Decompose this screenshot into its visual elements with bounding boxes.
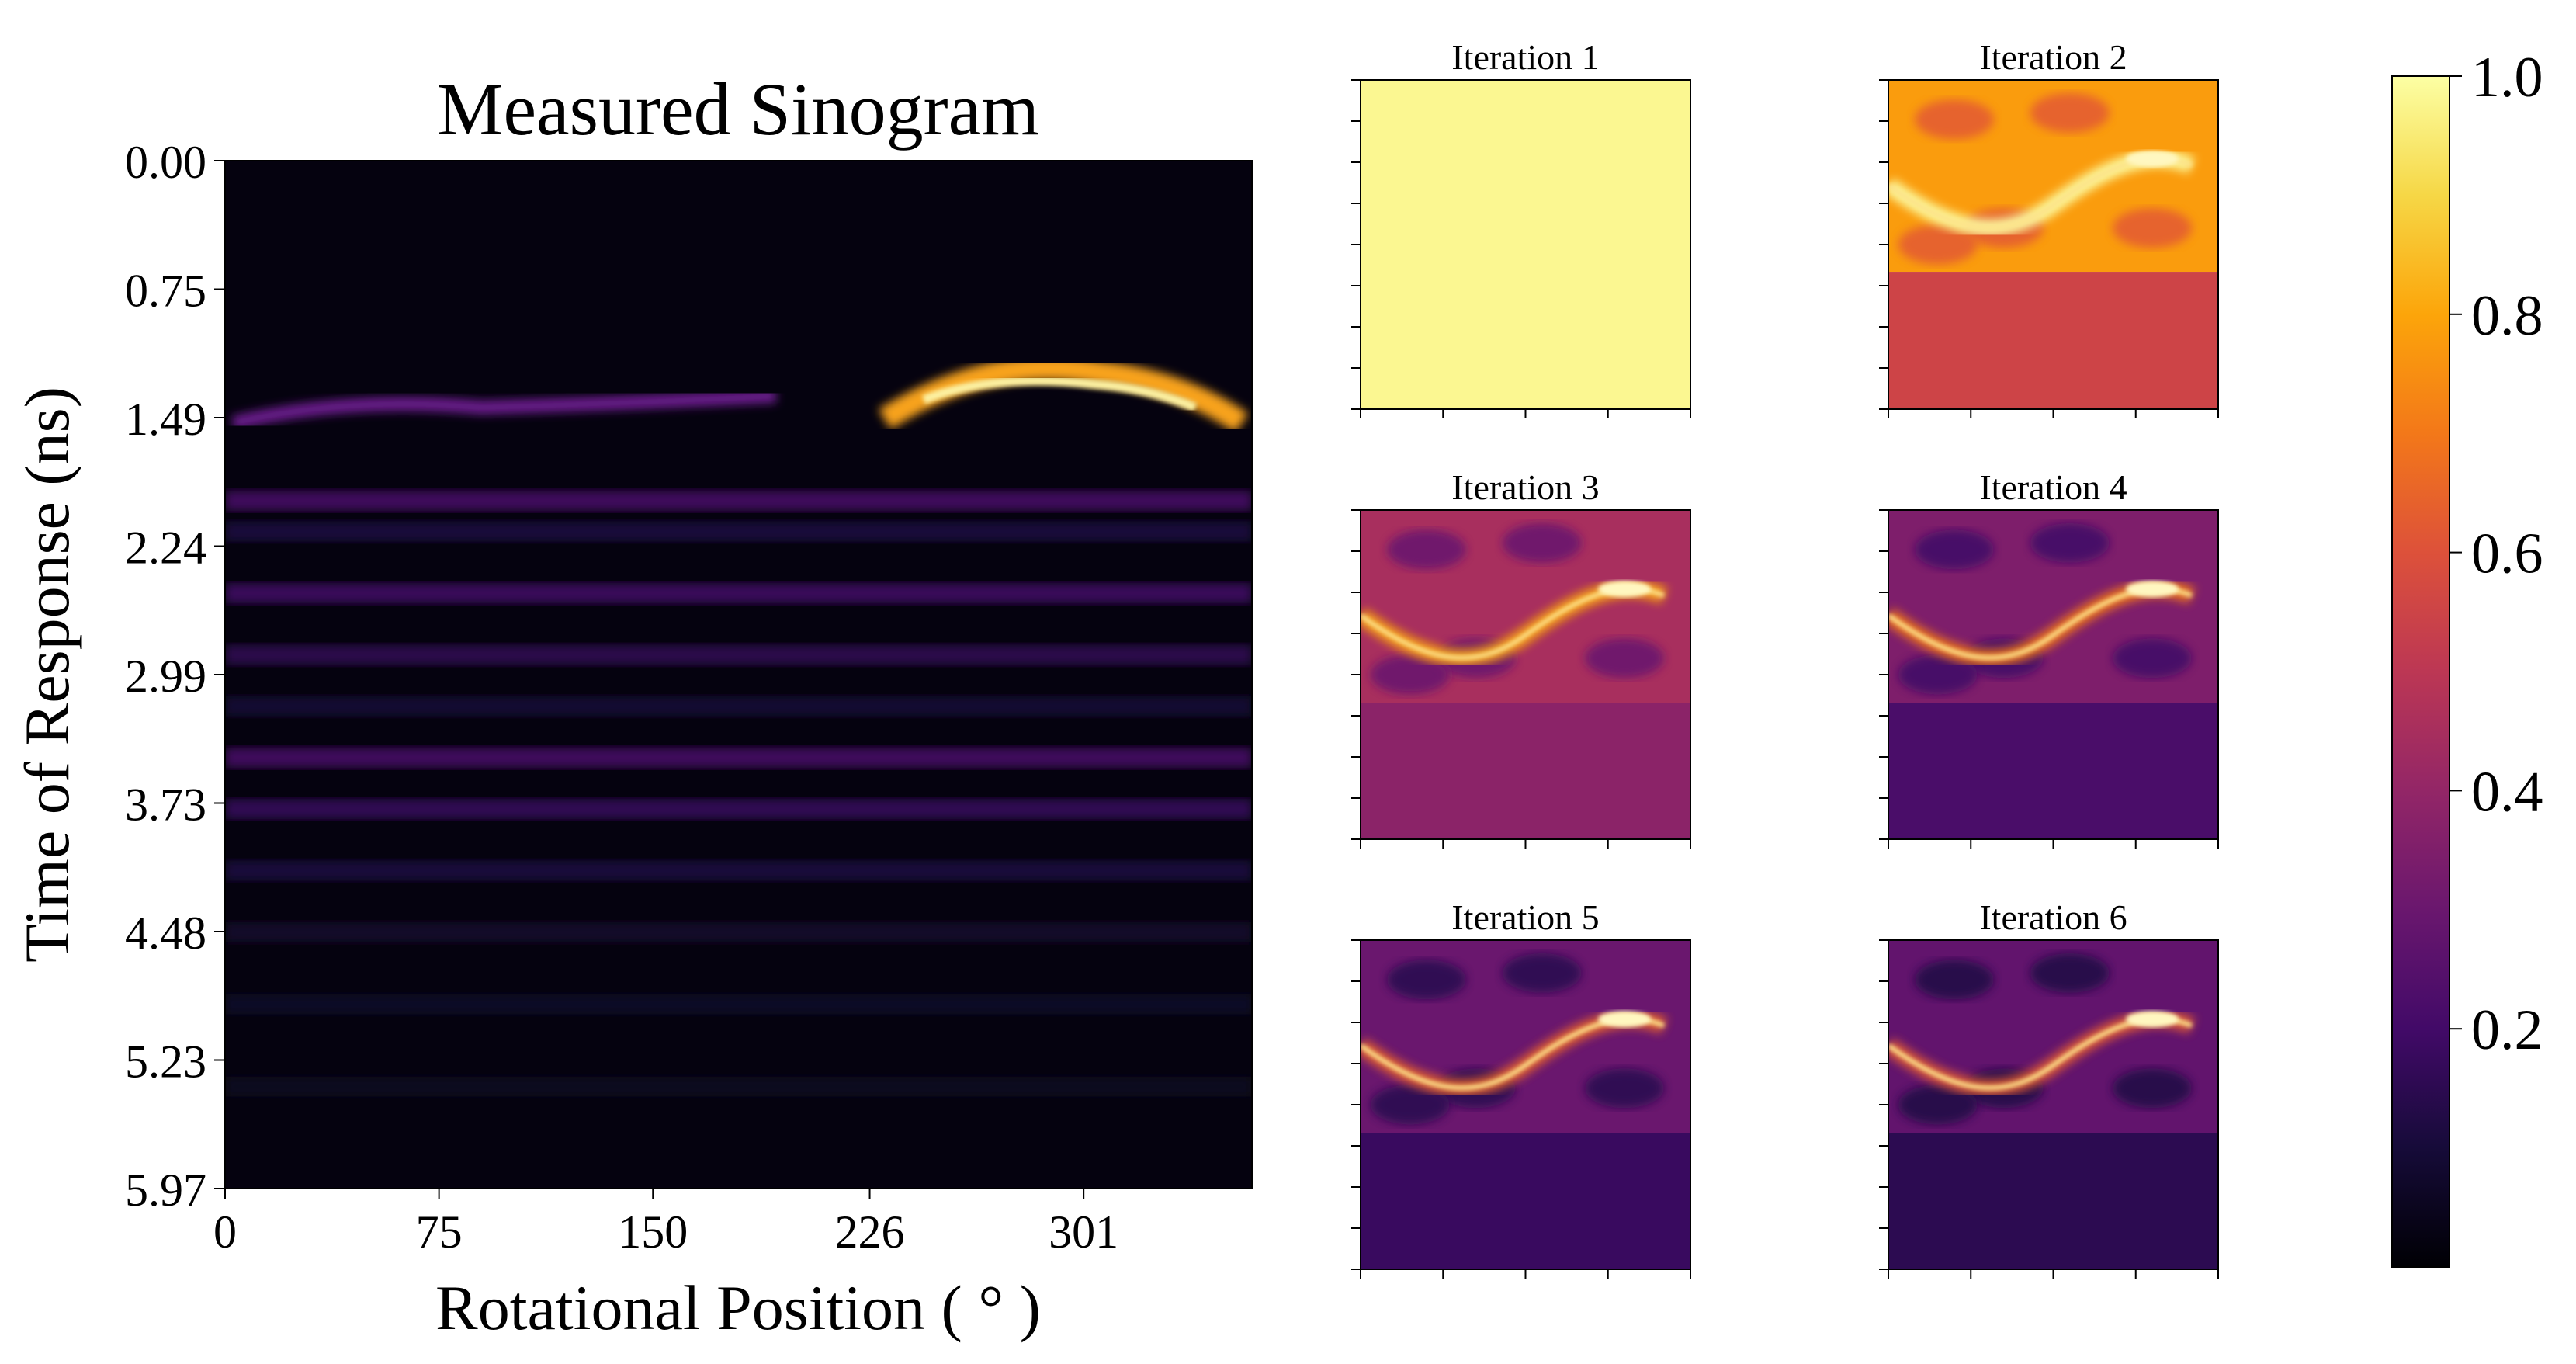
iteration-panel: Iteration 4	[1879, 467, 2219, 849]
iteration-dark-blob	[1370, 1085, 1450, 1125]
iteration-panel: Iteration 5	[1351, 897, 1691, 1279]
sinogram-band	[225, 696, 1252, 717]
iteration-dark-blob	[1585, 1068, 1664, 1109]
iteration-title: Iteration 5	[1451, 897, 1599, 937]
iteration-panel: Iteration 3	[1351, 467, 1691, 849]
iteration-lower-region	[1361, 703, 1690, 839]
sinogram-background	[225, 161, 1252, 1189]
iteration-dark-blob	[1915, 960, 1994, 1000]
colorbar: 0.2 0.4 0.6 0.8 1.0	[2391, 46, 2543, 1268]
iteration-title: Iteration 6	[1979, 897, 2127, 937]
sinogram-band	[225, 922, 1252, 942]
iteration-hotspot	[2126, 1011, 2179, 1028]
iteration-lower-region	[1361, 1133, 1690, 1269]
y-tick-label: 4.48	[125, 908, 206, 959]
iteration-dark-blob	[2030, 522, 2110, 563]
colorbar-tick-label: 0.6	[2471, 522, 2543, 586]
iteration-dark-blob	[1898, 224, 1978, 265]
x-tick-label: 75	[416, 1206, 463, 1258]
iteration-dark-blob	[1387, 960, 1466, 1000]
iteration-image	[1361, 510, 1690, 839]
iteration-lower-region	[1888, 1133, 2218, 1269]
y-tick-label: 2.24	[125, 522, 206, 574]
iteration-dark-blob	[1915, 529, 1994, 570]
iteration-panel: Iteration 2	[1879, 37, 2219, 418]
sinogram-bright-arc-core	[921, 376, 1198, 412]
sinogram-image	[225, 161, 1252, 1189]
iteration-panel: Iteration 6	[1879, 897, 2219, 1279]
iteration-lower-region	[1888, 272, 2218, 409]
iteration-dark-blob	[2113, 208, 2192, 248]
sinogram-band	[225, 1076, 1252, 1097]
colorbar-tick-label: 1.0	[2471, 46, 2543, 109]
colorbar-tick-label: 0.4	[2471, 760, 2543, 824]
iteration-panels: Iteration 1 Iteration 2 Iteration 3 Iterati…	[1351, 37, 2219, 1279]
sinogram-band	[225, 747, 1252, 768]
x-tick-label: 0	[213, 1206, 237, 1258]
colorbar-tick-label: 0.8	[2471, 284, 2543, 348]
iteration-lower-region	[1888, 703, 2218, 839]
colorbar-ticks: 0.2 0.4 0.6 0.8 1.0	[2449, 46, 2543, 1062]
iteration-dark-blob	[2113, 638, 2192, 679]
iteration-dark-blob	[1898, 1085, 1978, 1125]
iteration-dark-blob	[2113, 1068, 2192, 1109]
iteration-dark-blob	[1502, 953, 1582, 993]
iteration-hotspot	[2126, 581, 2179, 598]
iteration-dark-blob	[2030, 92, 2110, 133]
sinogram-band	[225, 860, 1252, 881]
x-tick-label: 150	[618, 1206, 688, 1258]
iteration-image	[1361, 940, 1690, 1269]
iteration-title: Iteration 1	[1451, 37, 1599, 77]
y-tick-label: 3.73	[125, 779, 206, 831]
iteration-dark-blob	[1898, 654, 1978, 695]
sinogram-band	[225, 521, 1252, 542]
y-tick-label: 2.99	[125, 651, 206, 702]
y-tick-label: 1.49	[125, 394, 206, 445]
sinogram-band	[225, 583, 1252, 604]
iteration-image	[1361, 80, 1690, 409]
x-tick-label: 301	[1049, 1206, 1118, 1258]
iteration-dark-blob	[1387, 529, 1466, 570]
sinogram-bands	[225, 490, 1252, 1097]
y-tick-label: 0.00	[125, 137, 206, 188]
y-tick-label: 0.75	[125, 266, 206, 317]
iteration-image	[1888, 940, 2218, 1269]
y-axis-label: Time of Response (ns)	[12, 387, 82, 963]
iteration-dark-blob	[2030, 953, 2110, 993]
y-axis-ticks: 0.00 0.75 1.49 2.24 2.99 3.73 4.48 5.23 5.97	[125, 137, 225, 1216]
iteration-hotspot	[1598, 581, 1651, 598]
y-tick-label: 5.97	[125, 1164, 206, 1216]
iteration-dark-blob	[1370, 654, 1450, 695]
sinogram-band	[225, 994, 1252, 1015]
iteration-title: Iteration 3	[1451, 467, 1599, 507]
chart-title: Measured Sinogram	[437, 68, 1039, 151]
iteration-dark-blob	[1915, 99, 1994, 140]
iteration-image	[1888, 510, 2218, 839]
iteration-hotspot	[2126, 151, 2179, 168]
sinogram-chart: Measured Sinogram 0.00 0.75 1.49 2.24 2.99 3.…	[12, 68, 1253, 1343]
x-axis-ticks: 0 75 150 226 301	[213, 1189, 1118, 1258]
sinogram-band	[225, 490, 1252, 511]
iteration-title: Iteration 4	[1979, 467, 2127, 507]
colorbar-tick-label: 0.2	[2471, 998, 2543, 1062]
sinogram-band	[225, 644, 1252, 665]
x-axis-label: Rotational Position ( ° )	[435, 1272, 1041, 1343]
iteration-dark-blob	[1502, 522, 1582, 563]
y-tick-label: 5.23	[125, 1036, 206, 1088]
iteration-panel: Iteration 1	[1351, 37, 1691, 418]
sinogram-left-arc	[231, 389, 777, 430]
x-tick-label: 226	[835, 1206, 905, 1258]
sinogram-band	[225, 799, 1252, 820]
iteration-dark-blob	[1585, 638, 1664, 679]
iteration-image	[1888, 80, 2218, 409]
iteration-title: Iteration 2	[1979, 37, 2127, 77]
colorbar-gradient	[2391, 75, 2450, 1268]
iteration-hotspot	[1598, 1011, 1651, 1028]
iteration-fill	[1361, 80, 1690, 409]
